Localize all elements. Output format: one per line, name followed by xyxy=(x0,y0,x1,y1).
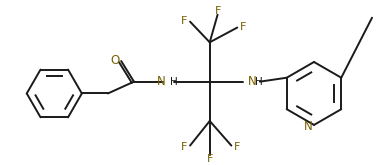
Text: N: N xyxy=(157,75,166,88)
Text: O: O xyxy=(111,53,120,66)
Text: F: F xyxy=(181,16,187,26)
Text: H: H xyxy=(255,77,263,87)
Text: N: N xyxy=(304,120,313,133)
Text: F: F xyxy=(240,22,246,32)
Text: N: N xyxy=(248,75,257,88)
Text: F: F xyxy=(181,142,187,152)
Text: H: H xyxy=(170,77,178,87)
Text: F: F xyxy=(214,6,221,16)
Text: F: F xyxy=(207,154,213,164)
Text: F: F xyxy=(234,142,240,152)
